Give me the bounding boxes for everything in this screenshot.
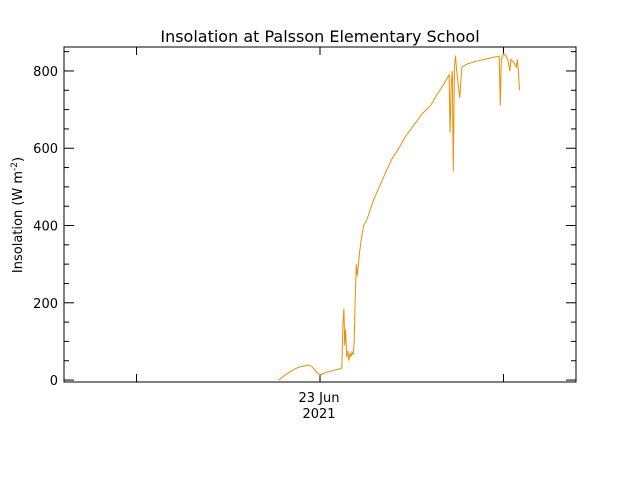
y-tick-label: 400 bbox=[33, 220, 58, 235]
y-axis-ticks: 0 200 400 600 800 bbox=[33, 51, 576, 389]
x-tick-label-year: 2021 bbox=[302, 407, 335, 422]
y-axis-label-superscript: -2 bbox=[10, 162, 20, 171]
y-tick-label: 200 bbox=[33, 297, 58, 312]
insolation-series-line bbox=[278, 52, 520, 381]
chart-title: Insolation at Palsson Elementary School bbox=[160, 27, 479, 46]
y-tick-label: 600 bbox=[33, 142, 58, 157]
x-tick-label-group: 23 Jun 2021 bbox=[299, 391, 340, 422]
y-tick-label: 0 bbox=[50, 374, 58, 389]
x-axis-ticks bbox=[136, 47, 504, 382]
y-tick-label: 800 bbox=[33, 65, 58, 80]
y-axis-label-close: ) bbox=[11, 157, 26, 162]
y-axis-label-text: Insolation (W m bbox=[11, 171, 26, 273]
x-tick-label-date: 23 Jun bbox=[299, 391, 340, 406]
y-axis-label: Insolation (W m-2) bbox=[10, 157, 26, 273]
